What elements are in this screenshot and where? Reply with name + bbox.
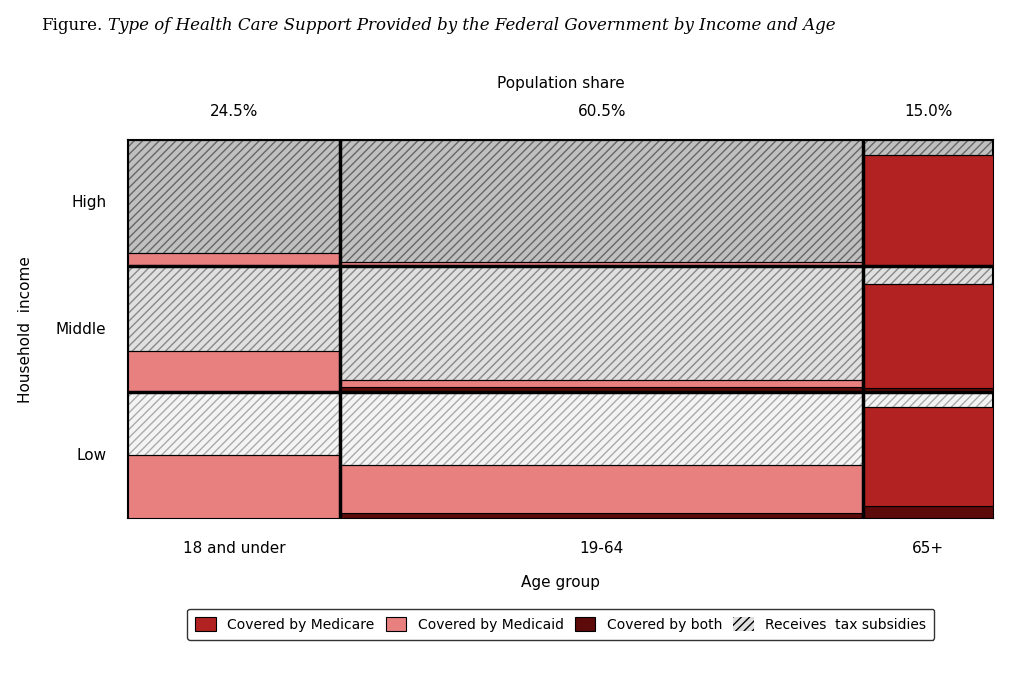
Bar <box>128 351 340 392</box>
Bar <box>128 253 340 266</box>
Bar <box>340 266 863 379</box>
Bar <box>128 266 340 351</box>
Legend: Covered by Medicare, Covered by Medicaid, Covered by both, Receives  tax subsidi: Covered by Medicare, Covered by Medicaid… <box>187 608 934 640</box>
Text: 60.5%: 60.5% <box>578 104 626 119</box>
Bar <box>340 379 863 387</box>
Bar <box>863 266 993 284</box>
Bar <box>340 266 863 379</box>
Bar <box>340 465 863 514</box>
Text: 18 and under: 18 and under <box>182 541 286 556</box>
Bar <box>340 514 863 518</box>
Bar <box>863 392 993 407</box>
Text: High: High <box>72 196 106 210</box>
Bar <box>340 392 863 465</box>
Bar <box>863 155 993 266</box>
Bar <box>863 284 993 388</box>
Bar <box>128 456 340 518</box>
Bar <box>863 388 993 392</box>
Bar <box>863 140 993 155</box>
Bar <box>863 140 993 155</box>
Bar <box>340 140 863 262</box>
Bar <box>340 140 863 262</box>
Text: 24.5%: 24.5% <box>210 104 258 119</box>
Text: Household  income: Household income <box>18 256 33 402</box>
Bar <box>128 392 340 456</box>
Bar <box>863 392 993 407</box>
Bar <box>128 140 340 254</box>
Bar <box>340 387 863 392</box>
Bar <box>128 140 340 254</box>
Bar <box>863 407 993 506</box>
Bar <box>340 266 863 379</box>
Text: 15.0%: 15.0% <box>904 104 952 119</box>
Bar <box>128 392 340 456</box>
Text: Low: Low <box>76 448 106 462</box>
Bar <box>340 392 863 465</box>
Bar <box>863 266 993 284</box>
Bar <box>128 140 340 254</box>
Text: 65+: 65+ <box>912 541 944 556</box>
Text: Population share: Population share <box>497 76 625 91</box>
Bar <box>340 392 863 465</box>
Bar <box>863 266 993 284</box>
Bar <box>340 262 863 266</box>
Bar <box>128 392 340 456</box>
Bar <box>863 506 993 518</box>
Bar <box>340 140 863 262</box>
Text: Age group: Age group <box>521 575 600 590</box>
Bar <box>128 266 340 351</box>
Text: Type of Health Care Support Provided by the Federal Government by Income and Age: Type of Health Care Support Provided by … <box>108 17 836 34</box>
Bar <box>128 266 340 351</box>
Bar <box>863 140 993 155</box>
Text: Figure.: Figure. <box>41 17 102 34</box>
Bar <box>863 392 993 407</box>
Text: Middle: Middle <box>55 322 106 336</box>
Text: 19-64: 19-64 <box>580 541 624 556</box>
